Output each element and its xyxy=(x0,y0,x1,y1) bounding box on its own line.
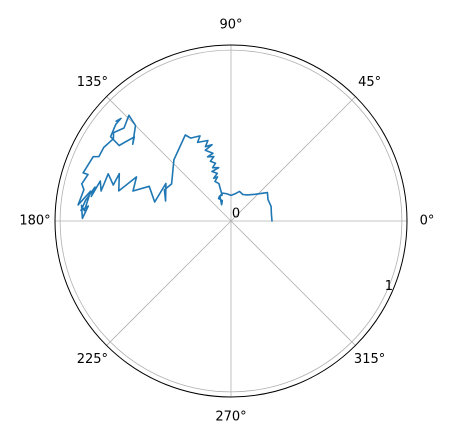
angle-gridline-7 xyxy=(230,220,356,346)
angle-tick-label-135: 135° xyxy=(77,75,108,90)
angle-tick-label-225: 225° xyxy=(77,352,108,367)
angle-gridline-1 xyxy=(230,96,356,222)
angle-tick-label-45: 45° xyxy=(358,75,381,90)
label-layer: 0° 45° 90° 135° 180° 225° 270° 315° 0 1 xyxy=(19,18,434,425)
angle-tick-label-90: 90° xyxy=(219,18,242,33)
series-line-0 xyxy=(77,114,273,222)
angle-gridline-5 xyxy=(106,220,232,346)
angle-tick-label-270: 270° xyxy=(215,410,246,425)
series-layer xyxy=(77,114,273,222)
angle-tick-label-315: 315° xyxy=(354,352,385,367)
angle-tick-label-0: 0° xyxy=(420,214,435,229)
polar-frame xyxy=(54,44,408,398)
angle-tick-label-180: 180° xyxy=(19,214,50,229)
radial-tick-label-0: 0 xyxy=(232,207,240,222)
radial-tick-label-1: 1 xyxy=(385,279,393,294)
